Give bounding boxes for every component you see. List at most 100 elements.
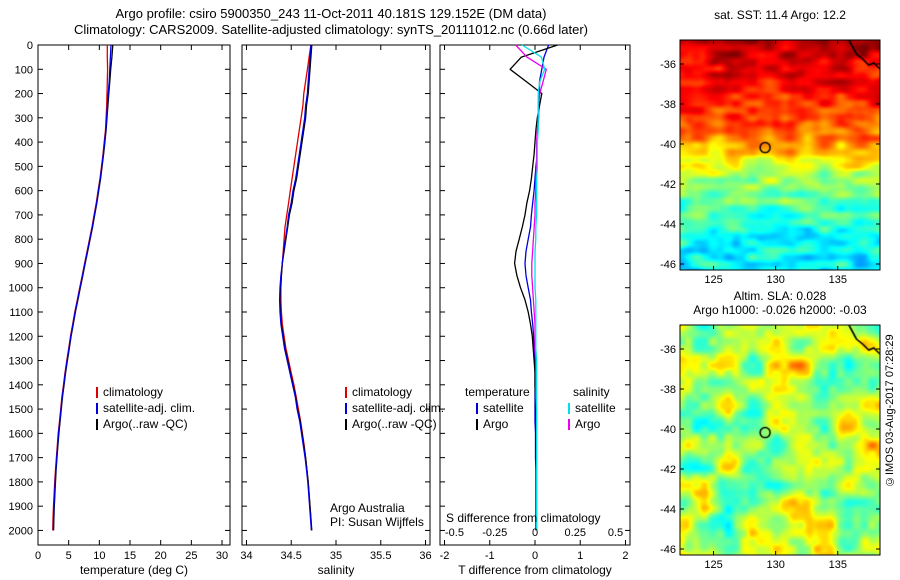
annotation-line: PI: Susan Wijffels [330, 515, 424, 529]
x-tick-label: 34 [240, 550, 252, 562]
depth-tick-label: 700 [15, 210, 33, 222]
depth-tick-label: 900 [15, 258, 33, 270]
lat-tick-label: -40 [660, 139, 676, 151]
depth-tick-label: 1400 [9, 380, 33, 392]
depth-tick-label: 400 [15, 137, 33, 149]
legend-group-title: temperature [465, 385, 530, 399]
series-line-argo-raw-qc [52, 44, 114, 531]
s-tick-label: 0.25 [565, 527, 586, 539]
x-axis-label: salinity [318, 563, 355, 577]
x-tick-label: 35.5 [370, 550, 391, 562]
s-tick-label: 0 [532, 527, 538, 539]
series-line-t-diff-argo [509, 44, 558, 531]
series-line-satellite-adj-clim [278, 44, 313, 531]
x-tick-label: 20 [155, 550, 167, 562]
depth-tick-label: 1900 [9, 501, 33, 513]
sla-map-title-line-1: Altim. SLA: 0.028 [733, 289, 827, 303]
s-tick-label: -0.25 [482, 527, 507, 539]
sla-map-axes: 125 130 135 -36 -38 -40 -42 -44 -46 [660, 324, 881, 571]
depth-tick-label: 1000 [9, 283, 33, 295]
lat-tick-label: -44 [660, 504, 676, 516]
title-line-2: Climatology: CARS2009. Satellite-adjuste… [73, 22, 588, 37]
x-tick-label: -2 [440, 550, 450, 562]
depth-tick-label: 600 [15, 186, 33, 198]
depth-tick-label: 2000 [9, 525, 33, 537]
sst-map-title: sat. SST: 11.4 Argo: 12.2 [714, 8, 846, 22]
depth-tick-label: 1700 [9, 453, 33, 465]
lon-tick-label: 135 [829, 559, 847, 571]
lat-tick-label: -46 [660, 544, 676, 556]
legend-label: Argo(..raw -QC) [103, 417, 188, 431]
legend-label: Argo(..raw -QC) [352, 417, 437, 431]
map-box [679, 324, 881, 556]
x-tick-label: 25 [185, 550, 197, 562]
series-line-satellite-adj-clim [52, 44, 112, 531]
x-tick-label: 10 [93, 550, 105, 562]
watermark: ©IMOS 03-Aug-2017 07:28:29 [884, 334, 896, 487]
lat-tick-label: -38 [660, 99, 676, 111]
sst-map-axes: 125 130 135 -36 -38 -40 -42 -44 -46 [660, 39, 881, 286]
depth-tick-label: 800 [15, 234, 33, 246]
depth-tick-label: 100 [15, 64, 33, 76]
title-line-1: Argo profile: csiro 5900350_243 11-Oct-2… [115, 6, 547, 21]
legend-group-title: salinity [573, 385, 610, 399]
depth-tick-label: 1100 [9, 307, 33, 319]
lat-tick-label: -38 [660, 384, 676, 396]
x-tick-label: 0 [35, 550, 41, 562]
plot-box [37, 44, 231, 546]
lon-tick-label: 125 [704, 559, 722, 571]
sla-map-title-line-2: Argo h1000: -0.026 h2000: -0.03 [693, 303, 867, 317]
map-box [679, 39, 881, 271]
annotation-line: Argo Australia [330, 501, 405, 515]
legend-label: climatology [352, 385, 412, 399]
salinity-profile-panel: 34 34.5 35 35.5 36 salinity climatology satelli… [240, 44, 444, 577]
series-line-s-diff-satellite [521, 44, 546, 531]
depth-tick-label: 1500 [9, 404, 33, 416]
x-axis-label: temperature (deg C) [80, 563, 188, 577]
depth-tick-label: 1200 [9, 331, 33, 343]
x-tick-label: 34.5 [281, 550, 302, 562]
x-tick-label: 5 [66, 550, 72, 562]
lat-tick-label: -44 [660, 219, 676, 231]
lat-tick-label: -36 [660, 344, 676, 356]
s-tick-label: -0.5 [445, 527, 464, 539]
lon-tick-label: 130 [766, 274, 784, 286]
depth-tick-label: 1600 [9, 428, 33, 440]
x-tick-label: 35 [330, 550, 342, 562]
x-tick-label: 2 [622, 550, 628, 562]
series-line-argo-raw-qc [279, 44, 313, 531]
lon-tick-label: 130 [766, 559, 784, 571]
plot-box [241, 44, 431, 546]
depth-tick-label: 300 [15, 113, 33, 125]
difference-profile-panel: -2 -1 0 1 2 T difference from climatology temp… [439, 44, 631, 577]
sla-heatmap-canvas [680, 325, 880, 555]
lat-tick-label: -40 [660, 424, 676, 436]
x-tick-label: -1 [485, 550, 495, 562]
legend-label: Argo [483, 417, 509, 431]
legend-label: satellite [575, 401, 616, 415]
legend-label: satellite-adj. clim. [352, 401, 444, 415]
x-tick-label: 36 [419, 550, 431, 562]
depth-tick-label: 200 [15, 89, 33, 101]
legend-label: satellite-adj. clim. [103, 401, 195, 415]
x-axis-label: T difference from climatology [458, 563, 612, 577]
series-line-climatology [280, 44, 313, 531]
x-tick-label: 30 [216, 550, 228, 562]
legend-label: Argo [575, 417, 601, 431]
lat-tick-label: -36 [660, 59, 676, 71]
sst-heatmap-canvas [680, 40, 880, 270]
x-tick-label: 0 [532, 550, 538, 562]
lon-tick-label: 125 [704, 274, 722, 286]
s-tick-label: 0.5 [608, 527, 623, 539]
lat-tick-label: -46 [660, 259, 676, 271]
figure-title: Argo profile: csiro 5900350_243 11-Oct-2… [0, 6, 662, 38]
depth-tick-label: 1800 [9, 477, 33, 489]
depth-tick-label: 500 [15, 161, 33, 173]
x-tick-label: 1 [577, 550, 583, 562]
lat-tick-label: -42 [660, 464, 676, 476]
depth-tick-label: 0 [27, 40, 33, 52]
depth-tick-label: 1300 [9, 356, 33, 368]
legend-label: climatology [103, 385, 163, 399]
